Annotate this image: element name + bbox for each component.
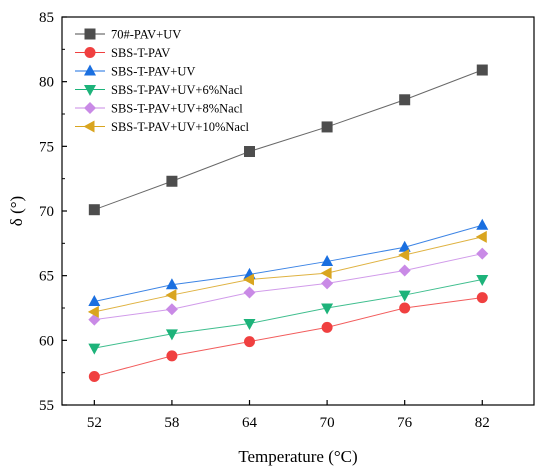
legend-item: SBS-T-PAV: [75, 46, 170, 60]
series-line-6: [94, 236, 483, 313]
data-point: [398, 264, 411, 277]
legend-item: 70#-PAV+UV: [75, 28, 181, 42]
data-point: [476, 275, 489, 287]
data-point: [88, 371, 100, 383]
y-tick-label: 75: [39, 139, 54, 155]
legend-marker: [84, 102, 96, 114]
legend-label: SBS-T-PAV+UV+6%Nacl: [111, 83, 243, 97]
series-markers: [87, 64, 489, 383]
legend-item: SBS-T-PAV+UV: [75, 64, 195, 79]
data-point: [475, 230, 487, 243]
legend-item: SBS-T-PAV+UV+6%Nacl: [75, 83, 243, 97]
y-axis: 55 60 65 70 75 80 85: [39, 10, 67, 414]
data-point: [399, 302, 411, 314]
legend-label: SBS-T-PAV+UV: [111, 65, 195, 79]
data-point: [165, 278, 178, 290]
data-point: [320, 267, 332, 280]
data-point: [88, 204, 100, 216]
y-tick-label: 85: [39, 10, 54, 26]
y-axis-title: δ (°): [7, 196, 26, 226]
series-lines: [94, 69, 483, 378]
data-point: [321, 121, 333, 133]
x-tick-label: 52: [87, 415, 102, 431]
data-point: [88, 295, 101, 307]
data-point: [244, 146, 256, 158]
data-point: [88, 343, 101, 355]
data-point: [398, 290, 411, 302]
y-tick-label: 70: [39, 204, 54, 220]
data-point: [398, 248, 410, 261]
x-tick-label: 82: [475, 415, 490, 431]
data-point: [87, 305, 99, 318]
y-tick-label: 80: [39, 75, 54, 91]
legend-label: SBS-T-PAV: [111, 46, 170, 60]
legend-item: SBS-T-PAV+UV+10%Nacl: [75, 120, 249, 134]
data-point: [476, 247, 489, 260]
series-line-1: [94, 69, 483, 211]
x-axis-title: Temperature (°C): [238, 447, 357, 466]
legend-marker: [84, 28, 96, 40]
data-point: [476, 292, 488, 304]
legend-label: SBS-T-PAV+UV+10%Nacl: [111, 120, 249, 134]
data-point: [166, 175, 178, 187]
y-tick-label: 55: [39, 398, 54, 414]
data-point: [165, 329, 178, 341]
legend: 70#-PAV+UV SBS-T-PAV SBS-T-PAV+UV SBS-T-PAV…: [75, 28, 249, 134]
data-point: [244, 336, 256, 348]
y-tick-label: 65: [39, 269, 54, 285]
data-point: [321, 277, 334, 290]
x-axis: 52 58 64 70 76 82: [87, 400, 490, 431]
data-point: [399, 94, 411, 106]
legend-marker: [84, 47, 96, 58]
data-point: [243, 273, 255, 286]
data-point: [398, 240, 411, 252]
legend-marker: [83, 120, 95, 133]
series-line-4: [94, 279, 483, 349]
legend-label: 70#-PAV+UV: [111, 28, 181, 42]
data-point: [476, 64, 488, 76]
data-point: [321, 254, 334, 266]
data-point: [243, 319, 256, 331]
legend-item: SBS-T-PAV+UV+8%Nacl: [75, 102, 243, 116]
legend-marker: [84, 64, 96, 76]
series-line-5: [94, 253, 483, 321]
data-point: [321, 303, 334, 315]
data-point: [476, 218, 489, 230]
data-point: [321, 321, 333, 333]
data-point: [166, 350, 178, 362]
legend-marker: [84, 85, 96, 96]
x-tick-label: 70: [320, 415, 335, 431]
data-point: [243, 286, 256, 299]
series-line-3: [94, 224, 483, 303]
x-tick-label: 76: [397, 415, 413, 431]
x-tick-label: 58: [164, 415, 179, 431]
data-point: [165, 289, 177, 302]
x-tick-label: 64: [242, 415, 258, 431]
data-point: [165, 303, 178, 316]
y-tick-label: 60: [39, 333, 54, 349]
series-line-2: [94, 297, 483, 378]
legend-label: SBS-T-PAV+UV+8%Nacl: [111, 102, 243, 116]
